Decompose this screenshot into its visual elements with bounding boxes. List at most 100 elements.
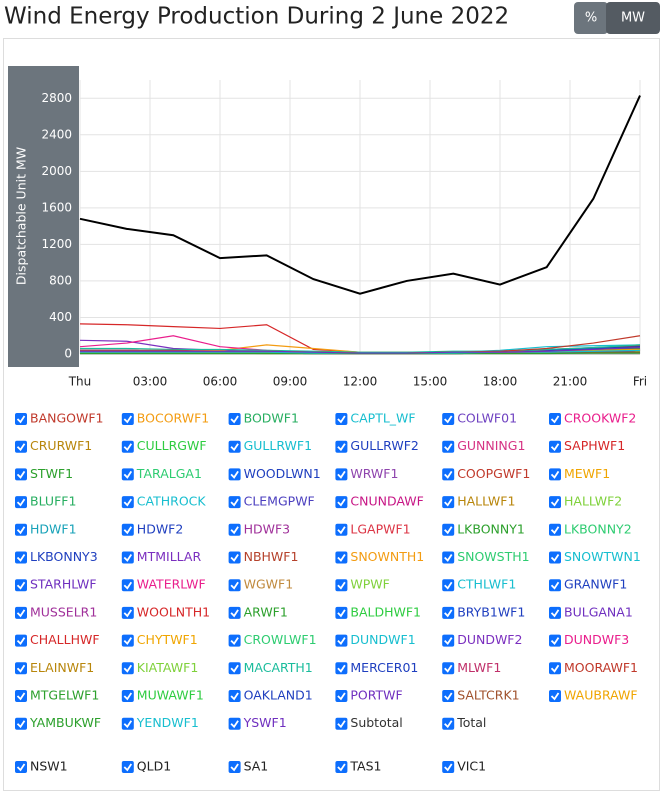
legend-checkbox[interactable] [549, 468, 561, 481]
legend-checkbox[interactable] [335, 551, 348, 564]
legend-checkbox[interactable] [335, 662, 348, 675]
legend-checkbox[interactable] [442, 662, 455, 675]
legend-label: WAUBRAWF [564, 688, 638, 703]
legend-checkbox[interactable] [442, 634, 455, 647]
legend-checkbox[interactable] [15, 717, 27, 730]
percent-label: % [585, 11, 597, 26]
legend-checkbox[interactable] [121, 690, 134, 702]
legend-checkbox-check [230, 692, 239, 701]
legend-checkbox[interactable] [228, 690, 241, 702]
legend-checkbox[interactable] [15, 579, 27, 592]
legend-checkbox[interactable] [15, 413, 27, 425]
legend-checkbox-check [230, 443, 239, 452]
legend-checkbox[interactable] [335, 717, 348, 730]
legend-checkbox[interactable] [335, 606, 348, 619]
legend-checkbox[interactable] [442, 551, 455, 564]
legend-checkbox[interactable] [335, 634, 348, 647]
legend-label: DUNDWF3 [564, 632, 629, 647]
legend-checkbox[interactable] [442, 690, 455, 702]
region-checkbox-check [337, 763, 346, 772]
legend-checkbox[interactable] [549, 579, 561, 592]
legend-checkbox[interactable] [228, 413, 241, 425]
legend-label: MERCER01 [350, 660, 418, 675]
legend-checkbox[interactable] [549, 634, 561, 647]
legend-checkbox[interactable] [15, 551, 27, 564]
legend-checkbox[interactable] [335, 496, 348, 509]
legend-checkbox[interactable] [15, 468, 27, 481]
legend-checkbox[interactable] [335, 690, 348, 702]
legend-label: Subtotal [350, 715, 402, 730]
legend-checkbox[interactable] [15, 634, 27, 647]
legend-checkbox[interactable] [549, 662, 561, 675]
legend-checkbox[interactable] [15, 606, 27, 619]
legend-checkbox[interactable] [121, 468, 134, 481]
legend-checkbox[interactable] [121, 606, 134, 619]
legend-checkbox[interactable] [121, 413, 134, 425]
legend-checkbox[interactable] [228, 440, 241, 453]
percent-button[interactable] [574, 2, 608, 34]
legend-checkbox[interactable] [549, 496, 561, 509]
legend-checkbox[interactable] [442, 579, 455, 592]
legend-checkbox[interactable] [121, 551, 134, 564]
legend-checkbox[interactable] [15, 523, 27, 536]
legend-checkbox[interactable] [335, 468, 348, 481]
legend-label: WGWF1 [244, 577, 294, 592]
legend-checkbox[interactable] [15, 496, 27, 509]
legend-checkbox[interactable] [549, 413, 561, 425]
legend-checkbox[interactable] [442, 413, 455, 425]
legend-checkbox[interactable] [442, 523, 455, 536]
region-checkbox[interactable] [442, 761, 455, 773]
legend-label: MTMILLAR [137, 549, 202, 564]
legend-label: CATHROCK [137, 494, 207, 509]
legend-checkbox[interactable] [549, 523, 561, 536]
region-checkbox[interactable] [15, 761, 27, 773]
legend-checkbox[interactable] [228, 468, 241, 481]
legend-checkbox[interactable] [442, 468, 455, 481]
region-checkbox[interactable] [121, 761, 134, 773]
legend-checkbox[interactable] [228, 496, 241, 509]
legend-checkbox[interactable] [15, 690, 27, 702]
legend-label: KIATAWF1 [137, 660, 199, 675]
legend-checkbox[interactable] [442, 496, 455, 509]
legend-label: WOODLWN1 [244, 466, 321, 481]
legend-checkbox-check [123, 470, 133, 479]
legend-checkbox[interactable] [121, 496, 134, 509]
x-tick-label: 21:00 [553, 375, 588, 389]
y-tick-label: 1600 [41, 200, 72, 214]
legend-checkbox[interactable] [549, 690, 561, 702]
legend-checkbox[interactable] [121, 717, 134, 730]
legend-checkbox[interactable] [549, 551, 561, 564]
legend-checkbox[interactable] [228, 662, 241, 675]
legend-label: CNUNDAWF [350, 494, 423, 509]
legend-checkbox[interactable] [228, 634, 241, 647]
legend-checkbox[interactable] [335, 413, 348, 425]
mw-button[interactable] [606, 2, 660, 34]
legend-checkbox[interactable] [549, 606, 561, 619]
legend-checkbox[interactable] [442, 440, 455, 453]
legend-checkbox[interactable] [442, 606, 455, 619]
legend-checkbox[interactable] [15, 662, 27, 675]
legend-checkbox[interactable] [121, 634, 134, 647]
legend-checkbox[interactable] [228, 717, 241, 730]
legend-checkbox[interactable] [121, 523, 134, 536]
series-line [79, 95, 641, 295]
legend-checkbox[interactable] [335, 579, 348, 592]
legend-label: WATERLWF [137, 577, 206, 592]
legend-checkbox[interactable] [228, 551, 241, 564]
legend-checkbox[interactable] [228, 579, 241, 592]
region-checkbox[interactable] [228, 761, 241, 773]
legend-checkbox[interactable] [228, 523, 241, 536]
legend-checkbox[interactable] [442, 717, 455, 730]
legend-checkbox[interactable] [121, 440, 134, 453]
legend-checkbox[interactable] [549, 440, 561, 453]
legend-checkbox[interactable] [335, 440, 348, 453]
legend-checkbox-check [337, 720, 346, 729]
legend-checkbox[interactable] [121, 579, 134, 592]
region-checkbox[interactable] [335, 761, 348, 773]
legend-label: PORTWF [350, 688, 402, 703]
legend-checkbox[interactable] [335, 523, 348, 536]
legend-checkbox[interactable] [121, 662, 134, 675]
page-title: Wind Energy Production During 2 June 202… [4, 4, 509, 30]
legend-checkbox[interactable] [15, 440, 27, 453]
legend-checkbox[interactable] [228, 606, 241, 619]
